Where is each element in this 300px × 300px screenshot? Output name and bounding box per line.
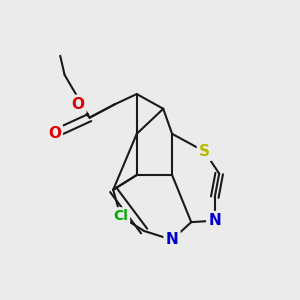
- Text: O: O: [48, 126, 61, 141]
- Text: Cl: Cl: [113, 209, 128, 223]
- Text: O: O: [71, 97, 84, 112]
- Text: S: S: [199, 144, 210, 159]
- Text: N: N: [208, 213, 221, 228]
- Text: N: N: [166, 232, 178, 247]
